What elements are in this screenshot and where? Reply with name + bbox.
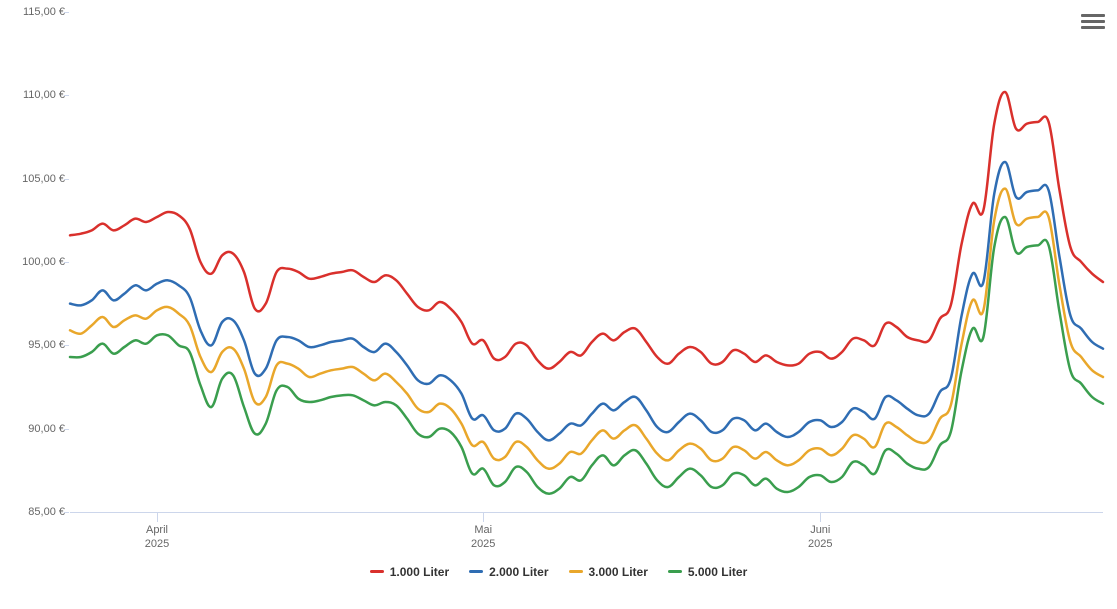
- legend-item[interactable]: 2.000 Liter: [469, 565, 548, 579]
- series-line: [70, 189, 1103, 469]
- legend-label: 2.000 Liter: [489, 565, 548, 579]
- legend-item[interactable]: 1.000 Liter: [370, 565, 449, 579]
- price-chart: 85,00 €90,00 €95,00 €100,00 €105,00 €110…: [0, 0, 1117, 609]
- legend-item[interactable]: 5.000 Liter: [668, 565, 747, 579]
- legend-label: 5.000 Liter: [688, 565, 747, 579]
- legend-label: 1.000 Liter: [390, 565, 449, 579]
- legend-item[interactable]: 3.000 Liter: [569, 565, 648, 579]
- series-line: [70, 162, 1103, 440]
- series-line: [70, 92, 1103, 369]
- series-line: [70, 217, 1103, 494]
- plot-lines: [0, 0, 1117, 609]
- legend-swatch: [469, 570, 483, 573]
- legend-swatch: [370, 570, 384, 573]
- legend-label: 3.000 Liter: [589, 565, 648, 579]
- legend: 1.000 Liter 2.000 Liter 3.000 Liter 5.000 L…: [0, 562, 1117, 579]
- legend-swatch: [569, 570, 583, 573]
- legend-swatch: [668, 570, 682, 573]
